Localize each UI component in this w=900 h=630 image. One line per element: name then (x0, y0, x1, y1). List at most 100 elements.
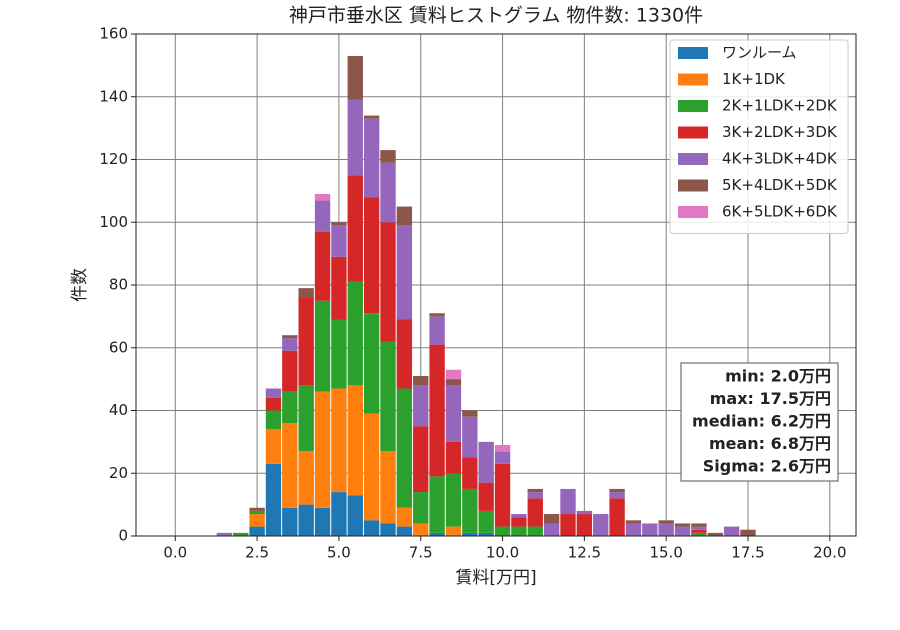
bar (331, 492, 347, 536)
bar (609, 492, 625, 499)
x-tick-label: 7.5 (409, 544, 433, 562)
bar (265, 463, 282, 536)
bar (445, 379, 462, 386)
bar (658, 520, 674, 524)
bar (314, 507, 331, 536)
y-tick-label: 120 (99, 150, 128, 168)
bar (249, 507, 265, 511)
bar (527, 526, 543, 536)
y-tick-label: 140 (99, 87, 128, 105)
bar (527, 488, 543, 493)
x-tick-label: 5.0 (327, 544, 351, 562)
y-axis-label: 件数 (70, 268, 90, 302)
bar (527, 498, 543, 527)
legend-box (669, 39, 849, 234)
bar (380, 222, 396, 342)
bar (527, 492, 543, 499)
bar (298, 385, 314, 452)
stats-line: Sigma: 2.6万円 (703, 457, 831, 476)
bar (216, 532, 233, 536)
bar (445, 473, 462, 527)
chart-title: 神戸市垂水区 賃料ヒストグラム 物件数: 1330件 (289, 5, 703, 27)
legend-swatch (678, 179, 708, 192)
bar (265, 410, 282, 430)
bar (282, 350, 298, 392)
bar (298, 451, 314, 505)
bar (560, 488, 576, 515)
bar (265, 397, 282, 411)
x-tick-label: 0.0 (163, 544, 187, 562)
bar (249, 514, 265, 527)
bar (478, 482, 494, 511)
bar (347, 495, 363, 536)
bar (511, 526, 527, 536)
bar (396, 319, 413, 389)
bar (331, 222, 347, 226)
bar (363, 313, 380, 414)
legend-label: 6K+5LDK+6DK (722, 203, 838, 221)
x-tick-label: 15.0 (649, 544, 682, 562)
bar (625, 520, 642, 524)
bar (396, 206, 413, 226)
stats-line: mean: 6.8万円 (709, 434, 831, 453)
bar (249, 510, 265, 515)
bar (363, 118, 380, 198)
bar (331, 319, 347, 389)
bar (462, 410, 478, 417)
bar (511, 514, 527, 518)
bar (494, 463, 511, 527)
bar (413, 375, 429, 386)
bar (445, 526, 462, 536)
bar (314, 194, 331, 201)
bar (331, 225, 347, 257)
bar (282, 507, 298, 536)
bar (543, 523, 560, 536)
bar (691, 523, 707, 527)
x-tick-label: 17.5 (731, 544, 764, 562)
bar (282, 335, 298, 339)
x-tick-label: 20.0 (813, 544, 846, 562)
y-tick-label: 60 (109, 338, 128, 356)
bar (674, 526, 691, 536)
legend-swatch (678, 100, 708, 112)
legend-swatch (678, 153, 708, 165)
bar (363, 197, 380, 314)
legend-label: 4K+3LDK+4DK (722, 150, 838, 168)
legend-label: 2K+1LDK+2DK (722, 97, 838, 115)
bar (396, 507, 413, 527)
x-tick-label: 10.0 (486, 544, 519, 562)
legend-label: 5K+4LDK+5DK (722, 176, 838, 194)
bar (429, 532, 445, 536)
x-tick-label: 12.5 (568, 544, 601, 562)
bar (429, 313, 445, 317)
bar (576, 510, 593, 515)
bar (380, 341, 396, 452)
bar (363, 115, 380, 119)
x-axis-label: 賃料[万円] (455, 568, 536, 588)
bar (543, 514, 560, 524)
bar (429, 344, 445, 477)
bar (396, 225, 413, 320)
y-tick-label: 20 (109, 464, 128, 482)
bar (576, 514, 593, 536)
bar (282, 423, 298, 508)
y-tick-label: 40 (109, 401, 128, 419)
bar (314, 300, 331, 392)
legend-swatch (678, 206, 708, 218)
bar (691, 526, 707, 530)
bar (298, 504, 314, 536)
bar (674, 523, 691, 527)
bar (691, 529, 707, 533)
legend-label: 1K+1DK (722, 70, 786, 88)
y-tick-label: 0 (118, 527, 128, 545)
bar (347, 385, 363, 496)
bar (494, 445, 511, 452)
bar (314, 391, 331, 508)
legend-swatch (678, 47, 708, 59)
bar (363, 520, 380, 536)
bar (462, 532, 478, 536)
bar (233, 532, 249, 536)
bar (331, 388, 347, 493)
stats-box (680, 362, 839, 482)
